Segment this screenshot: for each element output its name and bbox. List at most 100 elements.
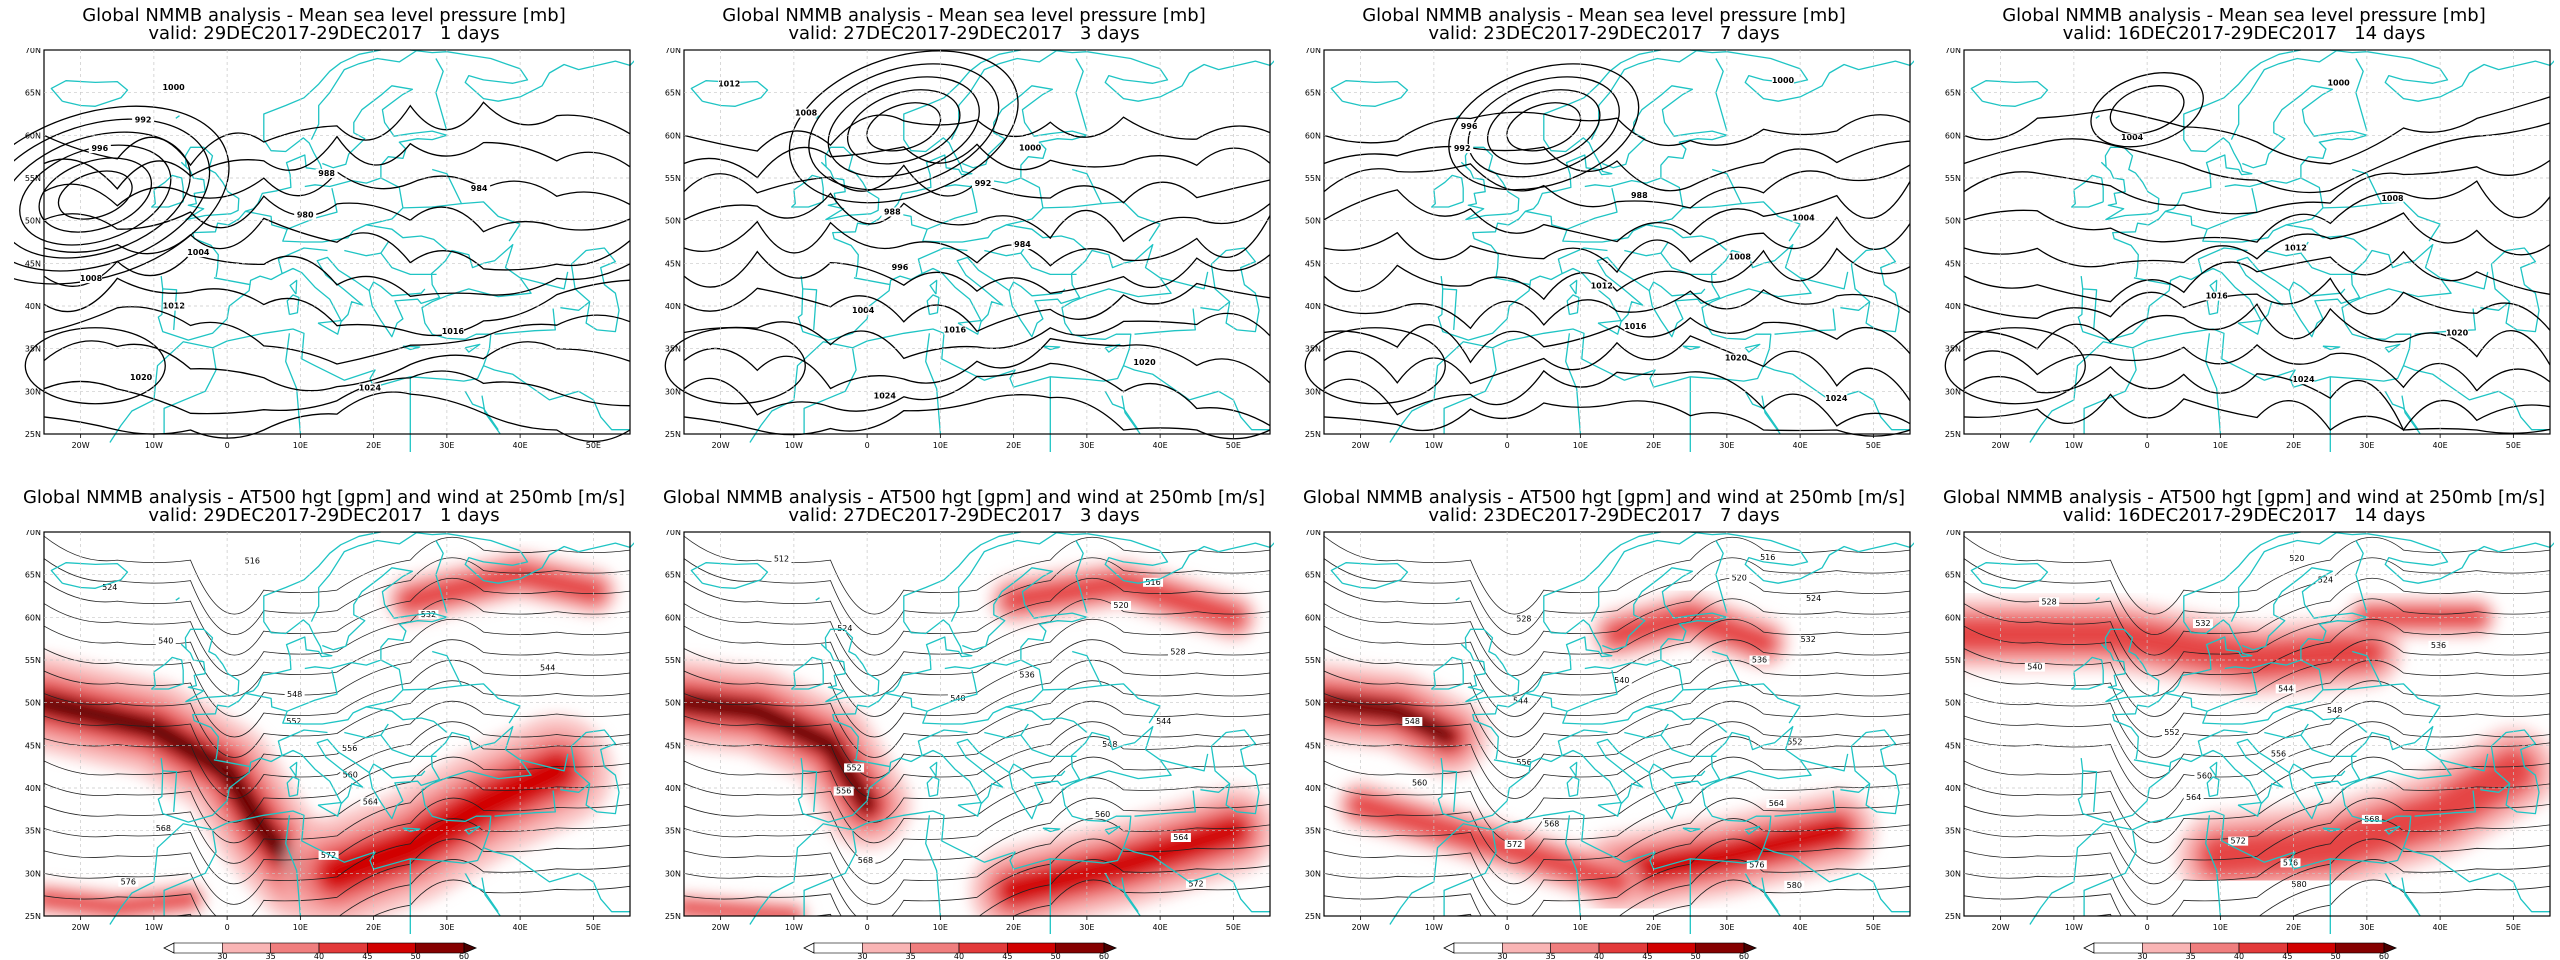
height-label: 552 xyxy=(846,763,861,772)
lat-label: 50N xyxy=(1945,699,1961,708)
lon-label: 0 xyxy=(2145,923,2150,932)
map-frame xyxy=(683,531,1271,917)
lon-label: 10E xyxy=(1573,923,1588,932)
lat-label: 30N xyxy=(665,869,681,878)
colorbar-tick: 30 xyxy=(857,952,867,960)
isobar-label: 1016 xyxy=(2206,292,2229,301)
isobar-label: 1020 xyxy=(2446,328,2469,337)
lat-label: 45N xyxy=(665,741,681,750)
lon-label: 10E xyxy=(933,441,948,450)
lon-label: 10W xyxy=(2065,441,2083,450)
lon-label: 10E xyxy=(2213,923,2228,932)
colorbar-tick: 60 xyxy=(459,952,469,960)
lat-label: 55N xyxy=(25,174,41,183)
colorbar-tick: 40 xyxy=(2234,952,2244,960)
lon-label: 50E xyxy=(586,923,601,932)
lat-label: 65N xyxy=(1945,89,1961,98)
map-canvas: 1012 1008 1000 992 988 984 996 1004 1016 1020 1024… xyxy=(664,48,1274,452)
colorbar-tick: 40 xyxy=(1594,952,1604,960)
lat-label: 65N xyxy=(665,89,681,98)
lon-label: 20W xyxy=(72,441,90,450)
lon-label: 40E xyxy=(1793,441,1808,450)
lat-label: 60N xyxy=(1305,131,1321,140)
lat-label: 70N xyxy=(25,530,41,537)
map-title: Global NMMB analysis - Mean sea level pr… xyxy=(2002,5,2486,26)
lat-label: 55N xyxy=(1305,656,1321,665)
lat-label: 45N xyxy=(665,259,681,268)
colorbar-tick: 30 xyxy=(1497,952,1507,960)
colorbar-tick: 50 xyxy=(1051,952,1061,960)
lon-label: 30E xyxy=(439,441,454,450)
isobar-label: 996 xyxy=(892,263,909,272)
height-label: 540 xyxy=(2027,663,2042,672)
lon-label: 50E xyxy=(1866,441,1881,450)
map-frame xyxy=(1963,49,2551,435)
height-label: 524 xyxy=(837,624,852,633)
lat-label: 70N xyxy=(1945,48,1961,55)
wind-speed-colorbar: 30 35 40 45 50 60 xyxy=(1443,942,1758,960)
pressure-contours: 1012 1008 1000 992 988 984 996 1004 1016 1020 1024 xyxy=(664,50,1271,440)
isobar-label: 1016 xyxy=(442,327,465,336)
height-label: 580 xyxy=(1787,881,1802,890)
lat-label: 45N xyxy=(1305,741,1321,750)
map-frame xyxy=(1323,49,1911,435)
lat-label: 35N xyxy=(25,345,41,354)
lat-label: 60N xyxy=(665,131,681,140)
lon-label: 20W xyxy=(72,923,90,932)
lat-label: 55N xyxy=(665,174,681,183)
colorbar-tick: 40 xyxy=(314,952,324,960)
colorbar-tick: 60 xyxy=(1099,952,1109,960)
lon-label: 50E xyxy=(1226,441,1241,450)
isobar-label: 1008 xyxy=(80,274,103,283)
lon-label: 10W xyxy=(1425,923,1443,932)
lat-label: 60N xyxy=(1305,613,1321,622)
pressure-contours: 1000 996 992 988 1004 1008 1012 1016 1020 1024 xyxy=(1304,63,1911,437)
height-label: 544 xyxy=(1156,717,1171,726)
lon-label: 10E xyxy=(1573,441,1588,450)
valid-range: valid: 16DEC2017-29DEC2017 xyxy=(2062,505,2338,526)
height-label: 536 xyxy=(1752,656,1767,665)
lon-label: 20E xyxy=(1006,441,1021,450)
height-label: 540 xyxy=(158,637,173,646)
isobar-label: 984 xyxy=(471,184,488,193)
isobar-label: 1004 xyxy=(187,248,210,257)
lon-label: 0 xyxy=(225,441,230,450)
lon-label: 40E xyxy=(1793,923,1808,932)
at500-map-panel: Global NMMB analysis - AT500 hgt [gpm] a… xyxy=(1934,482,2554,952)
isobar-label: 1000 xyxy=(2327,78,2350,87)
lon-label: 20E xyxy=(2286,441,2301,450)
lon-label: 10W xyxy=(145,923,163,932)
isobar-label: 980 xyxy=(297,211,314,220)
lat-label: 35N xyxy=(1305,345,1321,354)
height-label: 548 xyxy=(1102,740,1117,749)
lat-label: 30N xyxy=(25,387,41,396)
period-days: 14 days xyxy=(2354,23,2426,44)
height-label: 516 xyxy=(245,556,260,565)
height-label: 512 xyxy=(774,555,789,564)
lon-label: 10W xyxy=(1425,441,1443,450)
map-canvas: 1000 1004 1008 1012 1016 1020 1024 70N 65N 60N 55N… xyxy=(1944,48,2554,452)
lon-label: 10W xyxy=(2065,923,2083,932)
isobar-label: 988 xyxy=(1631,191,1648,200)
map-valid-period: valid: 16DEC2017-29DEC2017 14 days xyxy=(1934,24,2554,43)
lon-label: 30E xyxy=(1079,441,1094,450)
wind-speed-colorbar: 30 35 40 45 50 60 xyxy=(163,942,478,960)
lon-label: 10E xyxy=(293,923,308,932)
isobar-label: 1004 xyxy=(852,306,875,315)
map-frame xyxy=(43,531,631,917)
colorbar-tick: 60 xyxy=(1739,952,1749,960)
lat-label: 40N xyxy=(25,784,41,793)
coastlines xyxy=(50,531,634,934)
lat-label: 50N xyxy=(665,217,681,226)
isobar-label: 992 xyxy=(1454,144,1471,153)
isobar-label: 996 xyxy=(1461,122,1478,131)
period-days: 3 days xyxy=(1079,23,1140,44)
lon-label: 0 xyxy=(1505,923,1510,932)
colorbar-tick: 50 xyxy=(411,952,421,960)
lat-label: 65N xyxy=(25,89,41,98)
isobar-label: 1012 xyxy=(1591,281,1613,290)
isobar-label: 1004 xyxy=(1792,213,1815,222)
map-title: Global NMMB analysis - AT500 hgt [gpm] a… xyxy=(22,487,626,508)
height-label: 564 xyxy=(2186,793,2201,802)
lon-label: 50E xyxy=(1226,923,1241,932)
